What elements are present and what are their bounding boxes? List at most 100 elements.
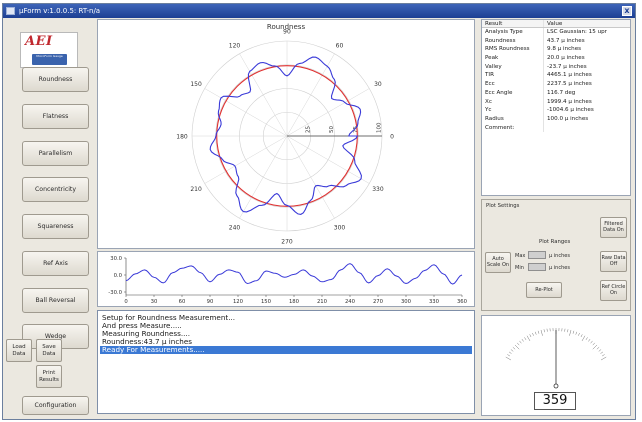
table-row: Roundness43.7 µ inches xyxy=(482,37,630,46)
result-value: 43.7 µ inches xyxy=(544,37,630,46)
polar-angle-label: 210 xyxy=(190,186,202,193)
result-name: RMS Roundness xyxy=(482,45,544,54)
result-name: Analysis Type xyxy=(482,28,544,37)
polar-angle-label: 240 xyxy=(229,224,241,231)
save-data-button[interactable]: Save Data xyxy=(36,339,62,362)
polar-radial-label: 25 xyxy=(305,126,311,133)
table-row: Analysis TypeLSC Gaussian: 15 upr xyxy=(482,28,630,37)
polar-radial-labels: 255075100 xyxy=(305,122,382,133)
replot-button[interactable]: Re-Plot xyxy=(526,282,562,298)
gauge-tick xyxy=(578,333,579,336)
x-tick-label: 90 xyxy=(207,299,214,305)
result-value: -1004.6 µ inches xyxy=(544,106,630,115)
gauge-tick xyxy=(599,349,601,351)
result-value: 4465.1 µ inches xyxy=(544,71,630,80)
result-name: TIR xyxy=(482,71,544,80)
linear-trace xyxy=(126,264,462,284)
gauge-tick xyxy=(519,341,521,343)
result-value: 2237.5 µ inches xyxy=(544,80,630,89)
gauge-tick xyxy=(535,332,536,335)
result-value: 9.8 µ inches xyxy=(544,45,630,54)
parallelism-button[interactable]: Parallelism xyxy=(22,141,89,166)
title-bar: µForm v:1.0.0.5: RT-n/a x xyxy=(3,4,635,18)
table-row: RMS Roundness9.8 µ inches xyxy=(482,45,630,54)
x-tick-label: 330 xyxy=(429,299,440,305)
gauge-tick xyxy=(524,337,526,340)
result-name: Yc xyxy=(482,106,544,115)
result-name: Xc xyxy=(482,98,544,107)
roundness-polar-plot: Roundness 906030033030027024021018015012… xyxy=(97,19,475,249)
configuration-button[interactable]: Configuration xyxy=(22,396,89,415)
ref-circle-button[interactable]: Ref Circle On xyxy=(600,280,627,301)
plot-settings-title: Plot Settings xyxy=(486,203,519,209)
max-range-input[interactable] xyxy=(528,251,546,259)
message-log[interactable]: Setup for Roundness Measurement... And p… xyxy=(97,310,475,414)
linear-profile-plot: 030609012015018021024027030033036030.00.… xyxy=(97,251,475,307)
table-row: Radius100.0 µ inches xyxy=(482,115,630,124)
polar-angle-label: 300 xyxy=(334,224,346,231)
angle-gauge: 359 xyxy=(481,315,631,416)
filtered-data-button[interactable]: Filtered Data On xyxy=(600,217,627,238)
table-row: Comment: xyxy=(482,124,630,133)
gauge-tick xyxy=(582,336,585,341)
gauge-tick xyxy=(532,333,533,336)
y-tick-label: 0.0 xyxy=(114,273,123,279)
auto-scale-button[interactable]: Auto Scale On xyxy=(485,252,511,273)
gauge-tick xyxy=(506,357,511,360)
flatness-button[interactable]: Flatness xyxy=(22,104,89,129)
result-name: Comment: xyxy=(482,124,544,133)
gauge-tick xyxy=(515,345,519,349)
gauge-tick xyxy=(573,331,574,334)
gauge-tick xyxy=(513,347,515,349)
gauge-tick xyxy=(541,330,543,336)
result-name: Roundness xyxy=(482,37,544,46)
results-header: Result Value xyxy=(482,20,630,28)
gauge-tick xyxy=(522,339,524,341)
x-tick-label: 120 xyxy=(233,299,244,305)
result-value: 1999.4 µ inches xyxy=(544,98,630,107)
window-title: µForm v:1.0.0.5: RT-n/a xyxy=(19,7,100,15)
gauge-tick xyxy=(527,336,530,341)
ball-reversal-button[interactable]: Ball Reversal xyxy=(22,288,89,313)
polar-angle-label: 120 xyxy=(229,43,241,50)
roundness-button[interactable]: Roundness xyxy=(22,67,89,92)
polar-angle-label: 0 xyxy=(390,134,394,141)
table-row: Yc-1004.6 µ inches xyxy=(482,106,630,115)
gauge-tick xyxy=(538,331,539,334)
gauge-tick xyxy=(511,349,513,351)
raw-data-button[interactable]: Raw Data Off xyxy=(600,251,627,272)
gauge-tick xyxy=(509,352,511,354)
table-row: Ecc Angle116.7 deg xyxy=(482,89,630,98)
min-range-input[interactable] xyxy=(528,263,546,271)
load-data-button[interactable]: Load Data xyxy=(6,339,32,362)
close-icon[interactable]: x xyxy=(622,6,632,16)
table-row: Ecc2237.5 µ inches xyxy=(482,80,630,89)
gauge-tick xyxy=(544,329,545,332)
table-row: Xc1999.4 µ inches xyxy=(482,98,630,107)
table-row: TIR4465.1 µ inches xyxy=(482,71,630,80)
gauge-value: 359 xyxy=(534,392,576,410)
x-tick-label: 240 xyxy=(345,299,356,305)
x-tick-label: 150 xyxy=(261,299,272,305)
concentricity-button[interactable]: Concentricity xyxy=(22,177,89,202)
ref-axis-button[interactable]: Ref Axis xyxy=(22,251,89,276)
table-row: Peak20.0 µ inches xyxy=(482,54,630,63)
x-tick-label: 30 xyxy=(151,299,158,305)
x-tick-label: 0 xyxy=(124,299,128,305)
table-row: Valley-23.7 µ inches xyxy=(482,63,630,72)
gauge-tick xyxy=(593,345,597,349)
result-name: Ecc Angle xyxy=(482,89,544,98)
x-tick-label: 60 xyxy=(179,299,186,305)
squareness-button[interactable]: Squareness xyxy=(22,214,89,239)
max-unit-label: µ inches xyxy=(549,253,570,259)
min-label: Min xyxy=(515,265,524,271)
gauge-tick xyxy=(593,343,595,345)
print-results-button[interactable]: Print Results xyxy=(36,365,62,388)
polar-svg: Roundness 906030033030027024021018015012… xyxy=(98,20,474,248)
y-tick-label: -30.0 xyxy=(108,290,122,296)
gauge-tick xyxy=(567,329,568,332)
polar-radial-label: 75 xyxy=(353,126,359,133)
gauge-tick xyxy=(588,339,590,341)
gauge-pivot xyxy=(554,384,558,388)
polar-angle-label: 150 xyxy=(190,81,202,88)
